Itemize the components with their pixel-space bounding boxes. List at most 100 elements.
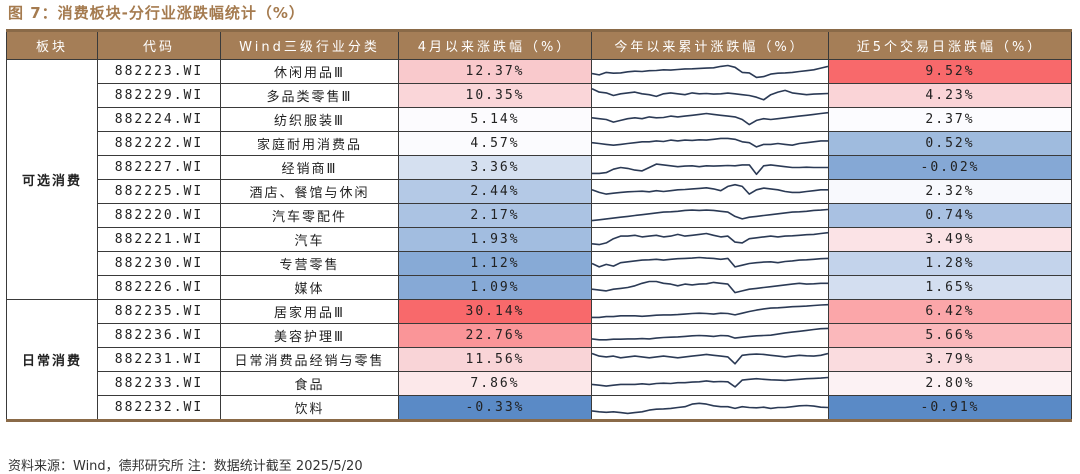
industry-name: 饮料: [220, 395, 399, 421]
header-row: 板块 代码 Wind三级行业分类 4月以来涨跌幅（%） 今年以来累计涨跌幅（%）…: [6, 30, 1072, 60]
ytd-sparkline: [591, 179, 829, 204]
five-day-change-value: -0.02%: [828, 155, 1072, 180]
sparkline-chart: [592, 163, 828, 176]
header-code: 代码: [97, 30, 221, 60]
industry-name: 食品: [220, 371, 399, 396]
industry-code: 882230.WI: [97, 251, 221, 276]
header-industry: Wind三级行业分类: [220, 30, 399, 60]
sector-group-label: 可选消费: [6, 59, 98, 300]
sector-group-label: 日常消费: [6, 299, 98, 421]
industry-code: 882221.WI: [97, 227, 221, 252]
ytd-sparkline: [591, 371, 829, 396]
table-row: 日常消费 882235.WI 居家用品Ⅲ 30.14% 6.42%: [6, 299, 1072, 421]
five-day-change-value: 5.66%: [828, 323, 1072, 348]
table-row: 882236.WI 美容护理Ⅲ 22.76% 5.66%: [7, 323, 1072, 348]
apr-change-value: 11.56%: [398, 347, 592, 372]
five-day-change-value: 4.23%: [828, 83, 1072, 108]
sparkline-chart: [592, 402, 828, 415]
apr-change-value: 2.44%: [398, 179, 592, 204]
ytd-sparkline: [591, 131, 829, 156]
ytd-sparkline: [591, 155, 829, 180]
figure-title: 图 7：消费板块-分行业涨跌幅统计（%）: [8, 4, 305, 22]
industry-performance-table: 板块 代码 Wind三级行业分类 4月以来涨跌幅（%） 今年以来累计涨跌幅（%）…: [6, 29, 1072, 422]
apr-change-value: 22.76%: [398, 323, 592, 348]
five-day-change-value: 2.32%: [828, 179, 1072, 204]
apr-change-value: 5.14%: [398, 107, 592, 132]
industry-name: 汽车零配件: [220, 203, 399, 228]
ytd-sparkline: [591, 347, 829, 372]
sparkline-chart: [592, 87, 828, 101]
industry-name: 家庭耐用消费品: [220, 131, 399, 156]
sparkline-chart: [592, 137, 828, 148]
industry-name: 媒体: [220, 275, 399, 300]
industry-code: 882236.WI: [97, 323, 221, 348]
industry-name: 日常消费品经销与零售: [220, 347, 399, 372]
table-row: 882229.WI 多品类零售Ⅲ 10.35% 4.23%: [7, 83, 1072, 108]
industry-name: 汽车: [220, 227, 399, 252]
industry-code: 882232.WI: [97, 395, 221, 421]
table-row: 882222.WI 家庭耐用消费品 4.57% 0.52%: [7, 131, 1072, 156]
apr-change-value: 10.35%: [398, 83, 592, 108]
table-row: 882227.WI 经销商Ⅲ 3.36% -0.02%: [7, 155, 1072, 180]
industry-name: 居家用品Ⅲ: [220, 299, 399, 324]
ytd-sparkline: [591, 83, 829, 108]
industry-code: 882227.WI: [97, 155, 221, 180]
sparkline-chart: [592, 256, 828, 268]
industry-name: 酒店、餐馆与休闲: [220, 179, 399, 204]
industry-code: 882225.WI: [97, 179, 221, 204]
apr-change-value: 1.12%: [398, 251, 592, 276]
five-day-change-value: 6.42%: [828, 299, 1072, 324]
table-row: 882230.WI 专营零售 1.12% 1.28%: [7, 251, 1072, 276]
industry-code: 882224.WI: [97, 107, 221, 132]
ytd-sparkline: [591, 227, 829, 252]
industry-code: 882222.WI: [97, 131, 221, 156]
ytd-sparkline: [591, 299, 829, 324]
industry-code: 882233.WI: [97, 371, 221, 396]
sparkline-chart: [592, 327, 828, 341]
table-row: 882224.WI 纺织服装Ⅲ 5.14% 2.37%: [7, 107, 1072, 132]
ytd-sparkline: [591, 251, 829, 276]
table-row: 882231.WI 日常消费品经销与零售 11.56% 3.79%: [7, 347, 1072, 372]
table-row: 882232.WI 饮料 -0.33% -0.91%: [7, 395, 1072, 421]
five-day-change-value: 0.74%: [828, 203, 1072, 228]
sparkline-chart: [592, 208, 828, 222]
five-day-change-value: 1.65%: [828, 275, 1072, 300]
five-day-change-value: 9.52%: [828, 59, 1072, 84]
sparkline-chart: [592, 280, 828, 294]
industry-name: 专营零售: [220, 251, 399, 276]
sparkline-chart: [592, 183, 828, 195]
apr-change-value: -0.33%: [398, 395, 592, 421]
apr-change-value: 30.14%: [398, 299, 592, 324]
apr-change-value: 12.37%: [398, 59, 592, 84]
ytd-sparkline: [591, 323, 829, 348]
five-day-change-value: 3.79%: [828, 347, 1072, 372]
industry-code: 882226.WI: [97, 275, 221, 300]
ytd-sparkline: [591, 59, 829, 84]
industry-code: 882229.WI: [97, 83, 221, 108]
sparkline-chart: [592, 376, 828, 388]
five-day-change-value: -0.91%: [828, 395, 1072, 421]
apr-change-value: 3.36%: [398, 155, 592, 180]
five-day-change-value: 3.49%: [828, 227, 1072, 252]
apr-change-value: 4.57%: [398, 131, 592, 156]
sparkline-chart: [592, 231, 828, 246]
ytd-sparkline: [591, 107, 829, 132]
header-5day-change: 近5个交易日涨跌幅（%）: [828, 30, 1072, 60]
ytd-sparkline: [591, 395, 829, 421]
apr-change-value: 7.86%: [398, 371, 592, 396]
apr-change-value: 1.09%: [398, 275, 592, 300]
industry-name: 美容护理Ⅲ: [220, 323, 399, 348]
ytd-sparkline: [591, 203, 829, 228]
sparkline-chart: [592, 303, 828, 319]
industry-code: 882220.WI: [97, 203, 221, 228]
five-day-change-value: 2.80%: [828, 371, 1072, 396]
table-row: 可选消费 882223.WI 休闲用品Ⅲ 12.37% 9.52%: [6, 59, 1072, 300]
header-sector: 板块: [6, 30, 98, 60]
header-apr-change: 4月以来涨跌幅（%）: [398, 30, 592, 60]
table-row: 882226.WI 媒体 1.09% 1.65%: [7, 275, 1072, 300]
table-row: 882233.WI 食品 7.86% 2.80%: [7, 371, 1072, 396]
five-day-change-value: 1.28%: [828, 251, 1072, 276]
industry-code: 882223.WI: [97, 59, 221, 84]
table-row: 882221.WI 汽车 1.93% 3.49%: [7, 227, 1072, 252]
industry-name: 经销商Ⅲ: [220, 155, 399, 180]
